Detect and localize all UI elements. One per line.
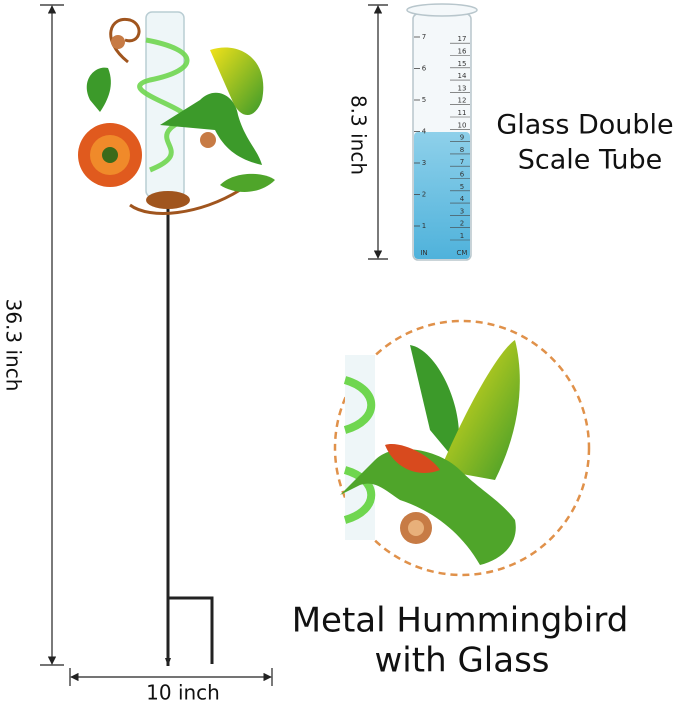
cm-label: 7 [460, 158, 464, 166]
cm-label: 13 [458, 84, 467, 92]
cm-label: 8 [460, 146, 464, 154]
cm-label: 14 [458, 72, 467, 80]
cm-label: 15 [458, 60, 467, 68]
inch-label: 3 [422, 159, 426, 167]
detail-title: with Glass [375, 641, 550, 681]
tube-title: Scale Tube [518, 145, 662, 176]
detail-title: Metal Hummingbird [292, 601, 629, 641]
cm-label: 3 [460, 207, 464, 215]
cm-label: 6 [460, 171, 465, 179]
unit-label: CM [457, 249, 468, 257]
cm-label: 2 [460, 220, 464, 228]
inch-label: 5 [422, 96, 426, 104]
hummingbird-detail [340, 340, 520, 565]
width-label: 10 inch [146, 681, 220, 705]
cm-label: 17 [458, 35, 467, 43]
cm-label: 12 [458, 97, 467, 105]
cm-label: 4 [460, 195, 465, 203]
height-label: 36.3 inch [2, 299, 26, 392]
cm-label: 16 [458, 48, 467, 56]
rain-gauge-product [78, 11, 275, 666]
glass-tube [406, 3, 478, 261]
inch-label: 1 [422, 222, 426, 230]
cm-label: 9 [460, 134, 464, 142]
cm-label: 11 [458, 109, 467, 117]
inch-label: 6 [422, 65, 427, 73]
unit-label: IN [420, 249, 427, 257]
cm-label: 1 [460, 232, 464, 240]
inch-label: 4 [422, 128, 427, 136]
cm-label: 5 [460, 183, 464, 191]
inch-label: 7 [422, 33, 426, 41]
tube-height-label: 8.3 inch [347, 95, 371, 175]
tube-title: Glass Double [496, 110, 673, 141]
cm-label: 10 [458, 121, 467, 129]
inch-label: 2 [422, 191, 426, 199]
